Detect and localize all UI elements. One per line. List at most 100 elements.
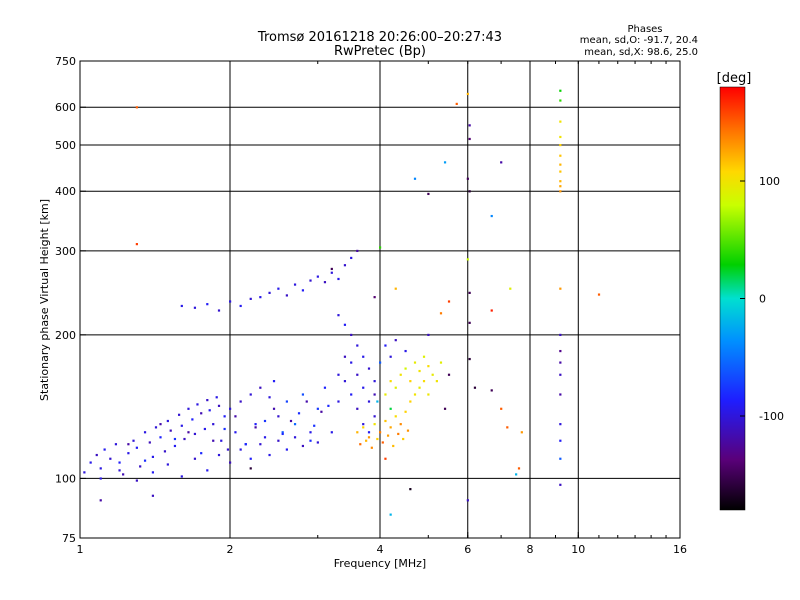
data-point <box>323 281 327 284</box>
data-point <box>191 418 194 421</box>
data-point <box>99 477 102 480</box>
colorbar-tick-label: 100 <box>759 175 780 188</box>
data-point <box>193 306 197 309</box>
data-point <box>337 314 340 317</box>
data-point <box>293 423 297 426</box>
data-point <box>367 400 371 403</box>
data-point <box>259 443 262 446</box>
data-point <box>206 469 209 472</box>
data-point <box>99 499 102 502</box>
data-point <box>289 419 293 423</box>
data-point <box>427 333 430 337</box>
data-point <box>173 444 177 448</box>
data-point <box>559 120 562 123</box>
data-point <box>337 277 340 281</box>
data-point <box>506 426 509 429</box>
data-point <box>337 373 340 376</box>
data-point <box>559 99 562 102</box>
data-point <box>394 386 397 389</box>
data-point <box>473 386 477 389</box>
x-tick-label: 8 <box>527 543 534 556</box>
data-point <box>337 400 340 403</box>
data-point <box>376 437 379 441</box>
data-point <box>413 393 417 396</box>
data-point <box>373 296 376 299</box>
data-point <box>239 304 242 308</box>
data-point <box>330 431 333 434</box>
data-point <box>559 333 562 337</box>
data-point <box>362 426 365 429</box>
data-point <box>418 386 421 389</box>
data-point <box>206 303 209 306</box>
data-point <box>443 161 447 164</box>
data-point <box>356 344 359 347</box>
data-point <box>187 431 190 434</box>
data-point <box>392 444 395 448</box>
data-point <box>559 143 562 147</box>
data-point <box>520 431 523 434</box>
data-point <box>143 459 147 462</box>
x-axis-label: Frequency [MHz] <box>334 557 426 570</box>
data-point <box>316 441 319 444</box>
data-point <box>200 452 203 455</box>
stats-x-mode: mean, sd,X: 98.6, 25.0 <box>584 47 698 58</box>
data-point <box>468 190 471 193</box>
data-point <box>297 412 301 415</box>
data-point <box>418 369 421 373</box>
data-point <box>389 426 392 429</box>
data-point <box>151 471 155 474</box>
data-point <box>406 429 410 432</box>
data-point <box>277 415 280 418</box>
data-point <box>309 279 312 282</box>
data-point <box>217 309 221 312</box>
data-point <box>350 393 353 396</box>
data-point <box>435 380 438 383</box>
data-point <box>285 448 288 451</box>
data-point <box>559 423 562 426</box>
data-point <box>559 89 562 92</box>
data-point <box>277 439 280 442</box>
stats-o-mode: mean, sd,O: -91.7, 20.4 <box>580 35 698 46</box>
data-point <box>127 443 130 446</box>
data-point <box>350 256 353 260</box>
data-point <box>427 393 430 396</box>
data-point <box>500 407 503 410</box>
x-tick-label: 1 <box>77 543 84 556</box>
data-point <box>166 419 169 423</box>
data-point <box>118 461 121 464</box>
data-point <box>389 513 392 516</box>
data-point <box>447 300 451 303</box>
data-point <box>350 361 353 364</box>
data-point <box>384 393 387 396</box>
data-point <box>439 361 443 364</box>
data-point <box>180 424 183 427</box>
data-point <box>362 386 365 389</box>
data-point <box>114 443 118 446</box>
y-tick-label: 300 <box>55 245 76 258</box>
x-tick-label: 16 <box>673 543 687 556</box>
data-point <box>356 373 359 376</box>
data-point <box>413 177 417 180</box>
x-tick-label: 6 <box>464 543 471 556</box>
data-point <box>206 399 209 402</box>
data-point <box>350 333 353 337</box>
data-point <box>379 431 382 434</box>
stats-heading: Phases <box>627 24 662 35</box>
chart-subtitle: RwPretec (Bp) <box>334 44 426 59</box>
data-point <box>399 423 402 426</box>
data-point <box>187 407 190 410</box>
data-point <box>103 448 106 451</box>
data-point <box>517 467 521 470</box>
data-point <box>365 439 368 442</box>
data-point <box>148 441 151 444</box>
data-point <box>559 154 562 157</box>
data-point <box>135 479 138 482</box>
data-point <box>215 396 218 399</box>
data-point <box>254 426 257 429</box>
data-point <box>281 431 284 434</box>
y-tick-label: 400 <box>55 185 76 198</box>
data-point <box>559 185 562 188</box>
data-point <box>166 463 169 466</box>
data-point <box>203 427 206 431</box>
data-point <box>384 419 387 423</box>
